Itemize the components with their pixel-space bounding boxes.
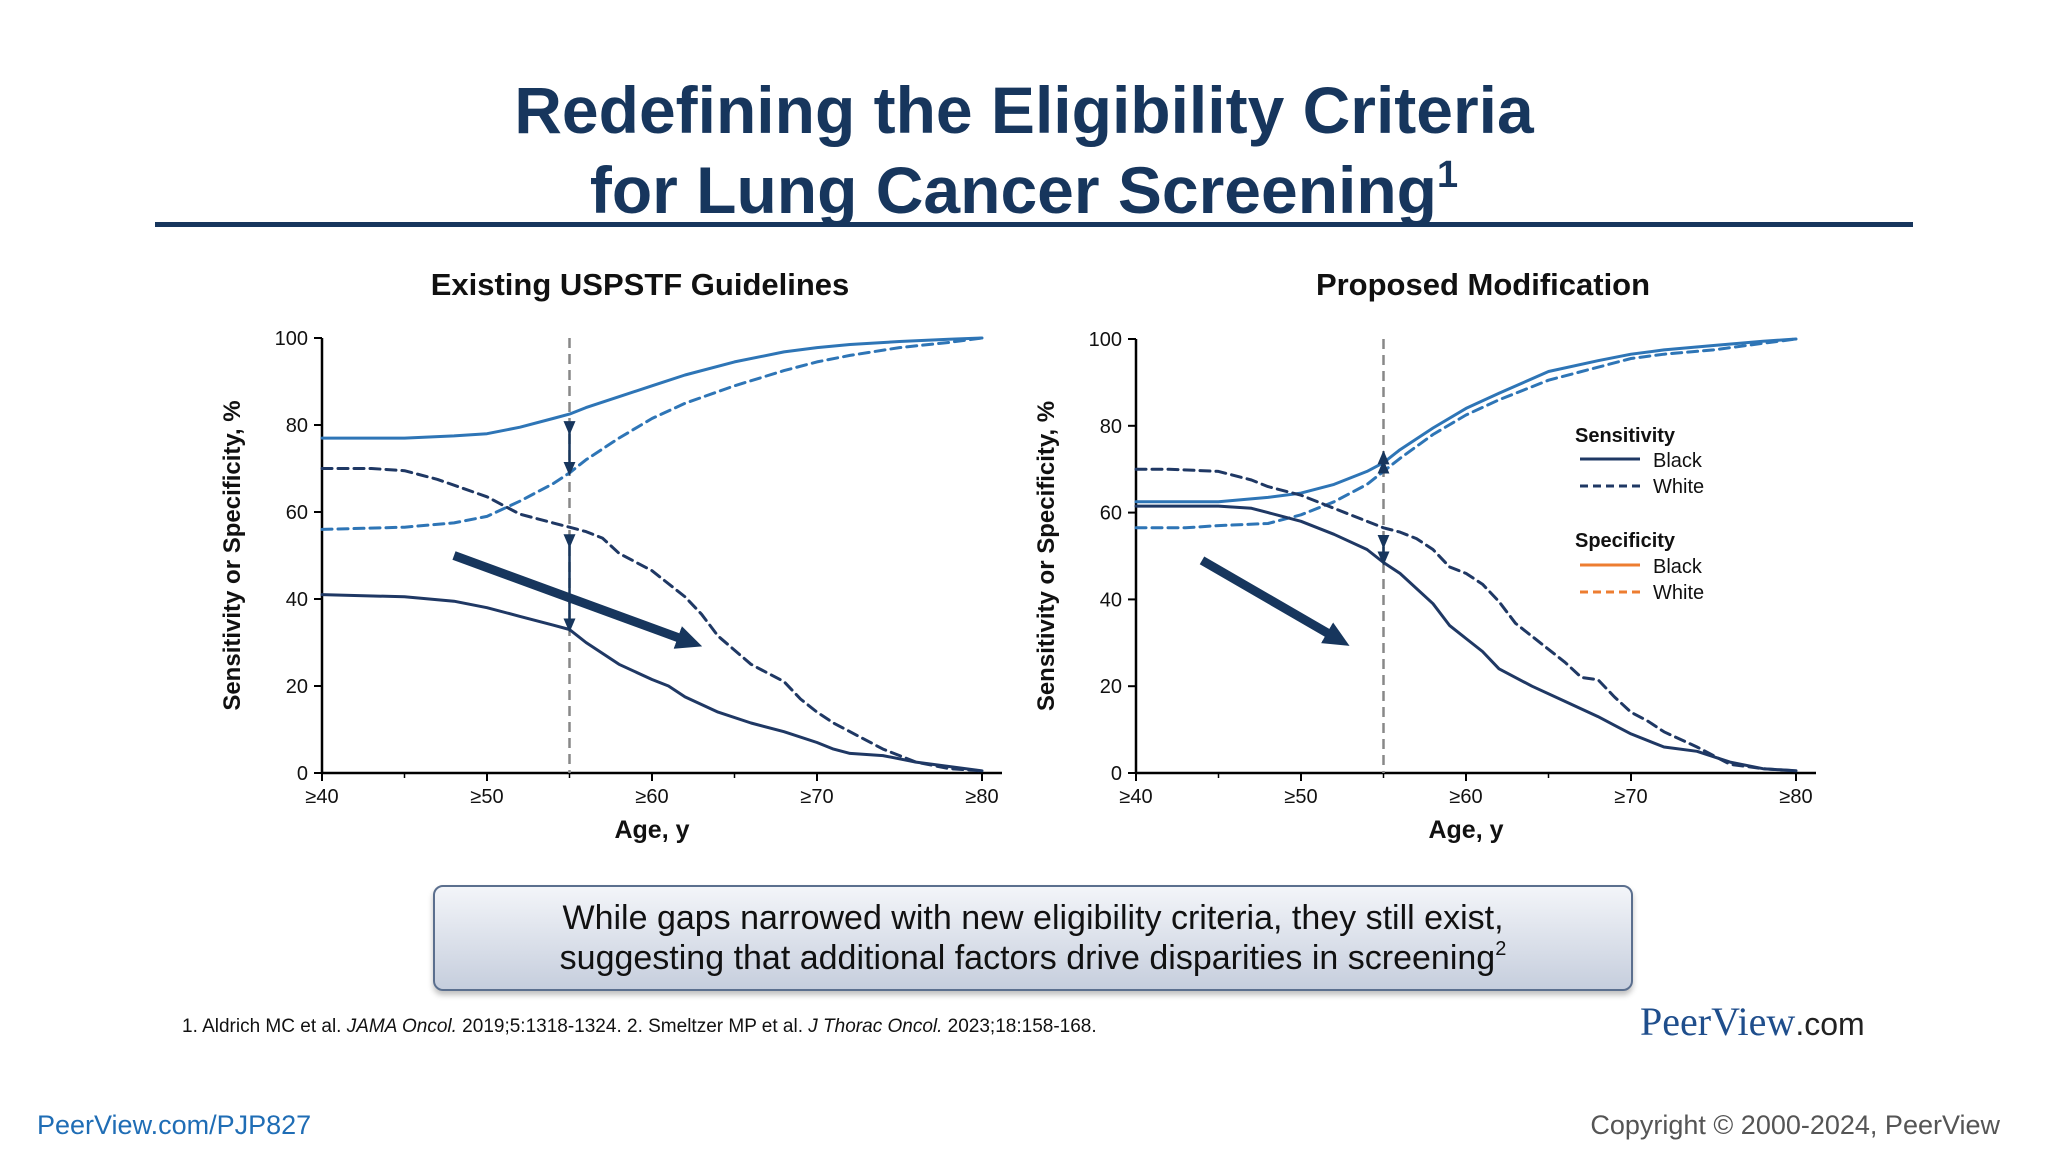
chart-0-title: Existing USPSTF Guidelines (431, 267, 850, 302)
callout-line-2: suggesting that additional factors drive… (435, 938, 1631, 978)
chart-0-series-specificity-white (320, 467, 984, 773)
title-line-1: Redefining the Eligibility Criteria (514, 73, 1534, 147)
chart-1-x-tick-label: ≥70 (1614, 786, 1647, 808)
ref-1-pre: 1. Aldrich MC et al. (182, 1016, 347, 1037)
brand-main: PeerView (1640, 999, 1796, 1044)
legend-sensitivity-white-label: White (1653, 476, 1704, 498)
key-takeaway-callout: While gaps narrowed with new eligibility… (433, 885, 1633, 991)
chart-0-x-tick-label: ≥50 (470, 786, 503, 808)
chart-1-x-label: Age, y (1428, 816, 1503, 844)
footer-url[interactable]: PeerView.com/PJP827 (37, 1110, 312, 1140)
chart-1-x-tick-label: ≥40 (1119, 786, 1152, 808)
title-line-2-text: for Lung Cancer Screening (589, 153, 1437, 227)
title-divider (155, 222, 1913, 227)
chart-1-y-tick-label: 0 (1111, 763, 1122, 785)
chart-0-y-tick-label: 20 (286, 676, 308, 698)
chart-1-series-specificity-black (1134, 504, 1798, 773)
chart-0-series-sensitivity-black (320, 336, 984, 440)
chart-0-x-label: Age, y (614, 816, 689, 844)
chart-0-x-tick-label: ≥40 (305, 786, 338, 808)
callout-footnote-marker: 2 (1495, 938, 1507, 960)
chart-1-declining-specificity-arrow (1199, 556, 1350, 646)
chart-0-y-tick-label: 100 (275, 328, 308, 350)
chart-1-y-tick-label: 60 (1100, 503, 1122, 525)
chart-0-x-tick-label: ≥60 (635, 786, 668, 808)
ref-2-post: 2023;18:158-168. (942, 1016, 1097, 1037)
chart-0-y-label: Sensitivity or Specificity, % (219, 400, 246, 710)
chart-0-x-tick-label: ≥70 (800, 786, 833, 808)
chart-1-x-tick-label: ≥50 (1284, 786, 1317, 808)
chart-1-y-label: Sensitivity or Specificity, % (1033, 401, 1060, 711)
copyright-notice: Copyright © 2000-2024, PeerView (1590, 1110, 2000, 1140)
chart-0-series-sensitivity-white (320, 336, 984, 531)
ref-2-journal: J Thorac Oncol. (808, 1016, 943, 1037)
references: 1. Aldrich MC et al. JAMA Oncol. 2019;5:… (182, 1016, 1097, 1038)
chart-1-y-tick-label: 20 (1100, 676, 1122, 698)
title-footnote-marker: 1 (1437, 154, 1459, 196)
chart-1-x-tick-label: ≥60 (1449, 786, 1482, 808)
legend-sensitivity-title: Sensitivity (1575, 425, 1676, 447)
chart-0-y-tick-label: 40 (286, 589, 308, 611)
ref-1-post: 2019;5:1318-1324. 2. Smeltzer MP et al. (456, 1016, 809, 1037)
chart-1-y-tick-label: 40 (1100, 589, 1122, 611)
chart-1-series-sensitivity-white (1134, 337, 1798, 530)
peerview-logo: PeerView.com (1640, 998, 1865, 1045)
chart-0-series-specificity-black (320, 593, 984, 773)
callout-line-2-text: suggesting that additional factors drive… (559, 939, 1496, 977)
chart-1-series-sensitivity-black (1134, 337, 1798, 504)
chart-0-y-tick-label: 60 (286, 502, 308, 524)
callout-line-1: While gaps narrowed with new eligibility… (562, 899, 1504, 937)
chart-1-x-tick-label: ≥80 (1779, 786, 1812, 808)
chart-0-x-tick-label: ≥80 (965, 786, 998, 808)
chart-0-y-tick-label: 0 (297, 763, 308, 785)
chart-1-series-specificity-white (1134, 467, 1798, 773)
legend-sensitivity-black-label: Black (1653, 450, 1703, 472)
chart-1-y-tick-label: 100 (1089, 329, 1122, 351)
chart-1-y-tick-label: 80 (1100, 416, 1122, 438)
chart-0-declining-specificity-arrow (452, 551, 703, 649)
title-line-2: for Lung Cancer Screening1 (0, 150, 2048, 230)
legend-specificity-title: Specificity (1575, 530, 1676, 552)
slide-title: Redefining the Eligibility Criteria for … (0, 70, 2048, 230)
legend-specificity-white-label: White (1653, 582, 1704, 604)
legend-specificity-black-label: Black (1653, 556, 1703, 578)
brand-suffix: .com (1795, 1006, 1865, 1042)
chart-0-y-tick-label: 80 (286, 415, 308, 437)
ref-1-journal: JAMA Oncol. (346, 1016, 457, 1037)
chart-1-title: Proposed Modification (1316, 267, 1650, 302)
